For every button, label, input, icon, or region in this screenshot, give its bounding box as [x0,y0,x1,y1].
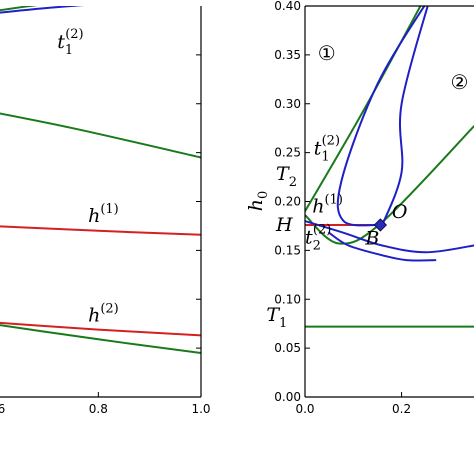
right-label-o-6: O [392,201,408,223]
left-series-f-1-0 [0,6,85,14]
left-label-t1-2-1: t1(2) [57,27,83,58]
right-panel: 0.0 0.2 0.00 0.05 0.10 0.15 0.20 0.25 0.30 0.35 0.… [245,0,474,416]
right-label-t2-2-5-sup: (2) [313,223,331,238]
left-label-t1-2-1-base: t [57,31,65,53]
right-y-tick-label-0: 0.00 [274,390,301,404]
left-label-t1-2-1-sup: (2) [65,27,83,42]
right-series-curve-4 [328,231,437,262]
right-y-tick-label-8: 0.40 [274,0,301,13]
right-y-tick-label-6: 0.30 [274,97,301,111]
left-series-h-1-3 [0,225,201,236]
left-panel: 0.60.81.0 f(1)t1(2)h(1)h(2) [0,6,211,416]
right-label-t1-2-3-base: t [314,138,322,160]
right-series-curve-5 [336,6,426,227]
right-label-t2-2-5-sub: 2 [313,239,321,254]
right-point-o-0 [373,218,388,232]
right-series-t1-2-1 [305,6,422,213]
right-x-tick-label-1: 0.2 [392,402,411,416]
left-series-h-2-4 [0,321,201,337]
left-x-tick-label-0: 0.6 [0,402,5,416]
left-x-tick-label-2: 1.0 [191,402,210,416]
right-label-h-1: H [275,214,293,236]
right-label-t2-2-5: t2(2) [305,223,331,254]
left-plot-area [0,6,201,354]
left-ticks: 0.6 0.8 1.0 [0,54,211,416]
right-label-h-1-base: H [275,214,293,236]
right-plot-area [305,6,474,328]
right-y-tick-label-1: 0.05 [274,341,301,355]
right-label-t2-0-sub: 2 [289,175,297,190]
right-label-b-7: B [364,228,379,250]
right-series-curve-6 [305,220,474,254]
right-label-t2-2-5-base: t [305,227,313,249]
right-label-t1-2-3-sup: (2) [322,134,340,149]
right-label-t2-0: T2 [276,163,297,190]
left-series-t1-2-1 [0,6,38,12]
left-label-h-1-2-sup: (1) [100,202,118,217]
right-y-tick-label-7: 0.35 [274,48,301,62]
left-label-h-2-3-sup: (2) [100,302,118,317]
left-label-h-2-3: h(2) [88,302,119,327]
right-label-t1-2: T1 [266,304,287,331]
right-region-marker-1: ① [318,41,336,65]
right-y-tick-label-3: 0.15 [274,243,301,257]
right-y-axis-label-sub: 0 [256,191,271,199]
left-label-h-1-2-base: h [88,205,100,227]
left-curve-labels: f(1)t1(2)h(1)h(2) [57,27,119,327]
right-y-tick-label-2: 0.10 [274,292,301,306]
right-label-h-1-4: h(1) [312,192,343,217]
right-x-tick-label-0: 0.0 [295,402,314,416]
right-label-t1-2-base: T [266,304,280,326]
left-label-t1-2-1-sub: 1 [65,43,73,58]
left-x-tick-label-1: 0.8 [89,402,108,416]
right-region-marker-2: ② [451,70,469,94]
right-label-t1-2-sub: 1 [279,316,287,331]
right-y-tick-label-5: 0.25 [274,146,301,160]
left-label-h-1-2: h(1) [88,202,119,227]
left-label-h-2-3-base: h [88,305,100,327]
right-y-axis-label: h0 [245,191,271,212]
right-label-h-1-4-sup: (1) [324,192,342,207]
right-label-o-6-base: O [392,201,408,223]
right-label-t1-2-3-sub: 1 [321,150,329,165]
left-series-curve-2 [0,112,201,159]
right-label-h-1-4-base: h [312,195,324,217]
left-series-curve-5 [0,324,201,354]
right-label-t2-0-base: T [276,163,290,185]
right-y-axis-label-base: h [245,199,267,211]
right-label-t1-2-3: t1(2) [314,134,340,165]
right-series-curve-7 [381,6,429,226]
right-label-b-7-base: B [364,228,379,250]
right-series-t2-2-2 [305,125,474,245]
right-y-tick-label-4: 0.20 [274,195,301,209]
